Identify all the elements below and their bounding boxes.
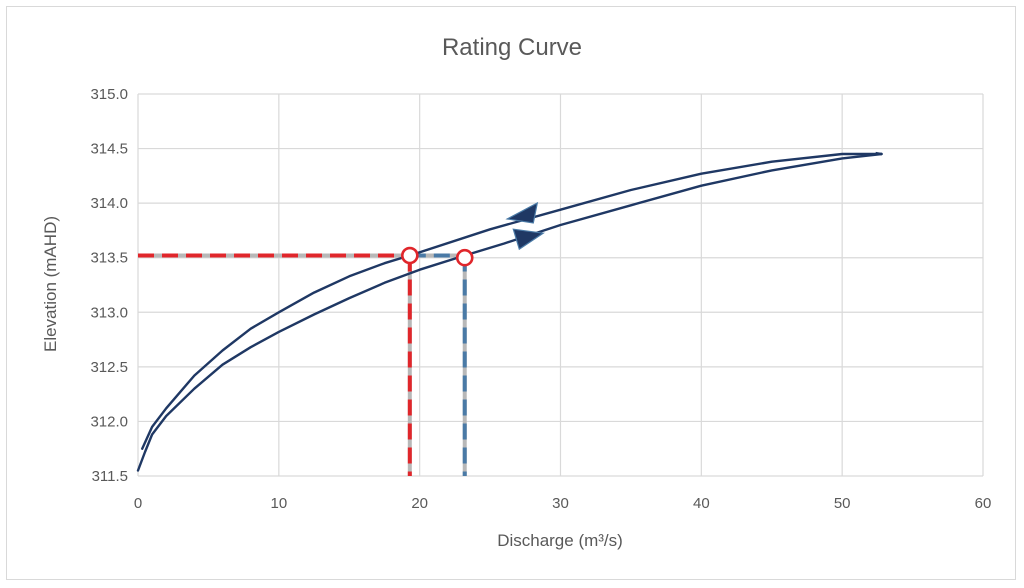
direction-arrow-right: [512, 228, 545, 251]
x-tick-label: 60: [975, 495, 992, 512]
chart-title: Rating Curve: [442, 34, 582, 61]
x-tick-label: 30: [552, 495, 569, 512]
x-tick-label: 20: [411, 495, 428, 512]
x-axis-label: Discharge (m³/s): [497, 531, 623, 550]
x-tick-labels: 0 10 20 30 40 50 60: [134, 495, 992, 512]
y-tick-label: 315.0: [90, 86, 128, 103]
curve-falling: [140, 152, 883, 450]
y-tick-label: 312.5: [90, 359, 128, 376]
y-tick-label: 313.0: [90, 304, 128, 321]
curve-lines: [136, 151, 883, 472]
y-axis-label: Elevation (mAHD): [41, 216, 60, 352]
y-tick-label: 312.0: [90, 413, 128, 430]
curve-join: [875, 151, 882, 156]
x-tick-label: 50: [834, 495, 851, 512]
curve-rising: [136, 152, 883, 472]
y-tick-label: 314.5: [90, 141, 128, 158]
y-tick-label: 314.0: [90, 195, 128, 212]
reference-lines: [138, 253, 467, 476]
y-tick-labels: 311.5 312.0 312.5 313.0 313.5 314.0 314.5 315.0: [90, 86, 128, 485]
grid-lines: [137, 93, 984, 477]
x-tick-label: 40: [693, 495, 710, 512]
reference-point-marker: [401, 246, 419, 265]
x-tick-label: 10: [270, 495, 287, 512]
reference-markers: [401, 246, 474, 267]
direction-arrows: [505, 201, 545, 251]
direction-arrow-left: [505, 201, 539, 224]
reference-point-marker: [455, 248, 474, 267]
x-tick-label: 0: [134, 495, 142, 512]
chart-frame: [6, 6, 1016, 580]
y-tick-label: 313.5: [90, 250, 128, 267]
y-tick-label: 311.5: [92, 468, 128, 485]
